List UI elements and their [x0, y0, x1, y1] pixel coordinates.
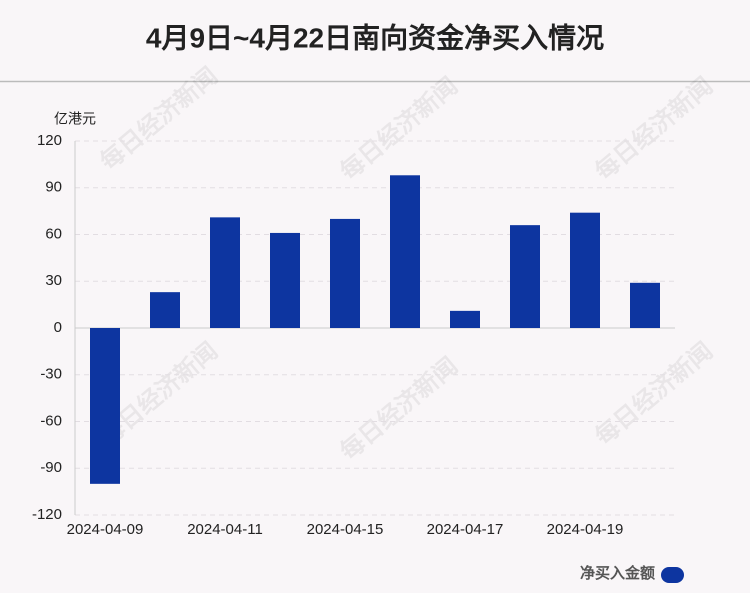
bar [450, 310, 480, 328]
bar [510, 225, 540, 328]
y-tick-label: 90 [45, 179, 62, 196]
bar [330, 218, 360, 328]
x-tick-label: 2024-04-15 [307, 521, 384, 538]
x-tick-label: 2024-04-19 [547, 521, 624, 538]
x-tick-label: 2024-04-09 [67, 521, 144, 538]
y-tick-label: 0 [54, 319, 62, 336]
x-tick-label: 2024-04-11 [187, 521, 263, 538]
y-tick-label: -30 [40, 366, 62, 383]
legend-swatch [661, 567, 684, 583]
watermark: 每日经济新闻 [95, 62, 223, 176]
y-tick-label: -60 [40, 412, 62, 429]
watermark: 每日经济新闻 [335, 352, 463, 466]
x-tick-label: 2024-04-17 [427, 521, 504, 538]
y-tick-label: 120 [37, 132, 62, 149]
bar [390, 175, 420, 328]
y-tick-label: -120 [32, 506, 62, 523]
watermark: 每日经济新闻 [590, 337, 718, 451]
bar [210, 217, 240, 328]
watermark: 每日经济新闻 [335, 72, 463, 186]
y-tick-label: 30 [45, 272, 62, 289]
y-tick-label: 60 [45, 225, 62, 242]
bar [150, 292, 180, 328]
bar [570, 212, 600, 328]
bar [630, 282, 660, 328]
bar [270, 232, 300, 328]
legend-label: 净买入金额 [580, 564, 655, 582]
bar [90, 328, 120, 484]
watermark: 每日经济新闻 [590, 72, 718, 186]
y-axis-label: 亿港元 [54, 111, 96, 127]
y-tick-label: -90 [40, 459, 62, 476]
chart-title: 4月9日~4月22日南向资金净买入情况 [146, 21, 604, 53]
